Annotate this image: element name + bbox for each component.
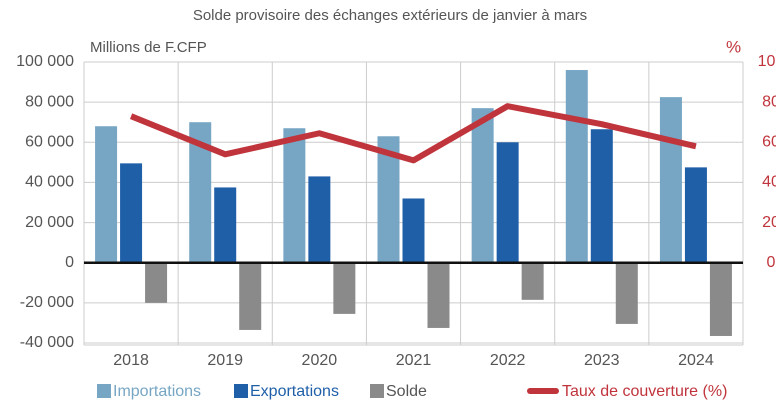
chart-title: Solde provisoire des échanges extérieurs…: [193, 7, 587, 24]
line: [129, 103, 697, 164]
legend-label: Importations: [113, 383, 201, 400]
bar: [521, 262, 544, 300]
bar: [214, 187, 237, 263]
bar: [283, 128, 306, 263]
bar: [565, 70, 588, 263]
y-tick-label: 40 000: [25, 174, 74, 191]
x-tick-label: 2024: [678, 352, 714, 369]
bar: [615, 262, 638, 324]
bar: [684, 167, 707, 263]
legend-swatch: [370, 384, 384, 398]
x-tick-label: 2022: [490, 352, 526, 369]
y2-tick-label: 60: [762, 134, 776, 151]
bar: [471, 108, 494, 263]
bar: [308, 176, 331, 263]
y-axis-label: Millions de F.CFP: [90, 39, 207, 56]
x-tick-label: 2023: [584, 352, 620, 369]
x-tick-label: 2021: [396, 352, 432, 369]
bar: [120, 163, 143, 263]
x-tick-label: 2018: [113, 352, 149, 369]
bar: [590, 129, 613, 263]
legend-swatch: [97, 384, 111, 398]
y2-tick-label: 0: [767, 254, 776, 271]
y2-axis-label: %: [726, 37, 741, 56]
y2-tick-label: 80: [762, 93, 776, 110]
legend-label: Solde: [386, 383, 427, 400]
legend-label: Taux de couverture (%): [562, 383, 727, 400]
legend-swatch: [234, 384, 248, 398]
y-tick-label: -20 000: [20, 294, 74, 311]
bar: [709, 262, 732, 336]
y-tick-label: 0: [65, 254, 74, 271]
bar: [145, 262, 168, 303]
y-tick-label: -40 000: [20, 334, 74, 351]
bar: [402, 198, 425, 263]
y-tick-label: 20 000: [25, 214, 74, 231]
bar: [496, 142, 519, 263]
bar: [659, 97, 682, 263]
y2-tick-label: 20: [762, 214, 776, 231]
y-tick-label: 60 000: [25, 134, 74, 151]
y2-tick-label: 100: [758, 53, 776, 70]
bar: [239, 262, 262, 330]
bar: [95, 126, 118, 263]
x-tick-label: 2020: [302, 352, 338, 369]
bar: [189, 122, 212, 263]
y-tick-label: 100 000: [16, 53, 74, 70]
legend-label: Exportations: [250, 383, 339, 400]
x-tick-label: 2019: [207, 352, 243, 369]
y2-tick-label: 40: [762, 174, 776, 191]
bar: [427, 262, 450, 328]
bar: [333, 262, 356, 314]
bar: [377, 136, 400, 263]
y-tick-label: 80 000: [25, 93, 74, 110]
